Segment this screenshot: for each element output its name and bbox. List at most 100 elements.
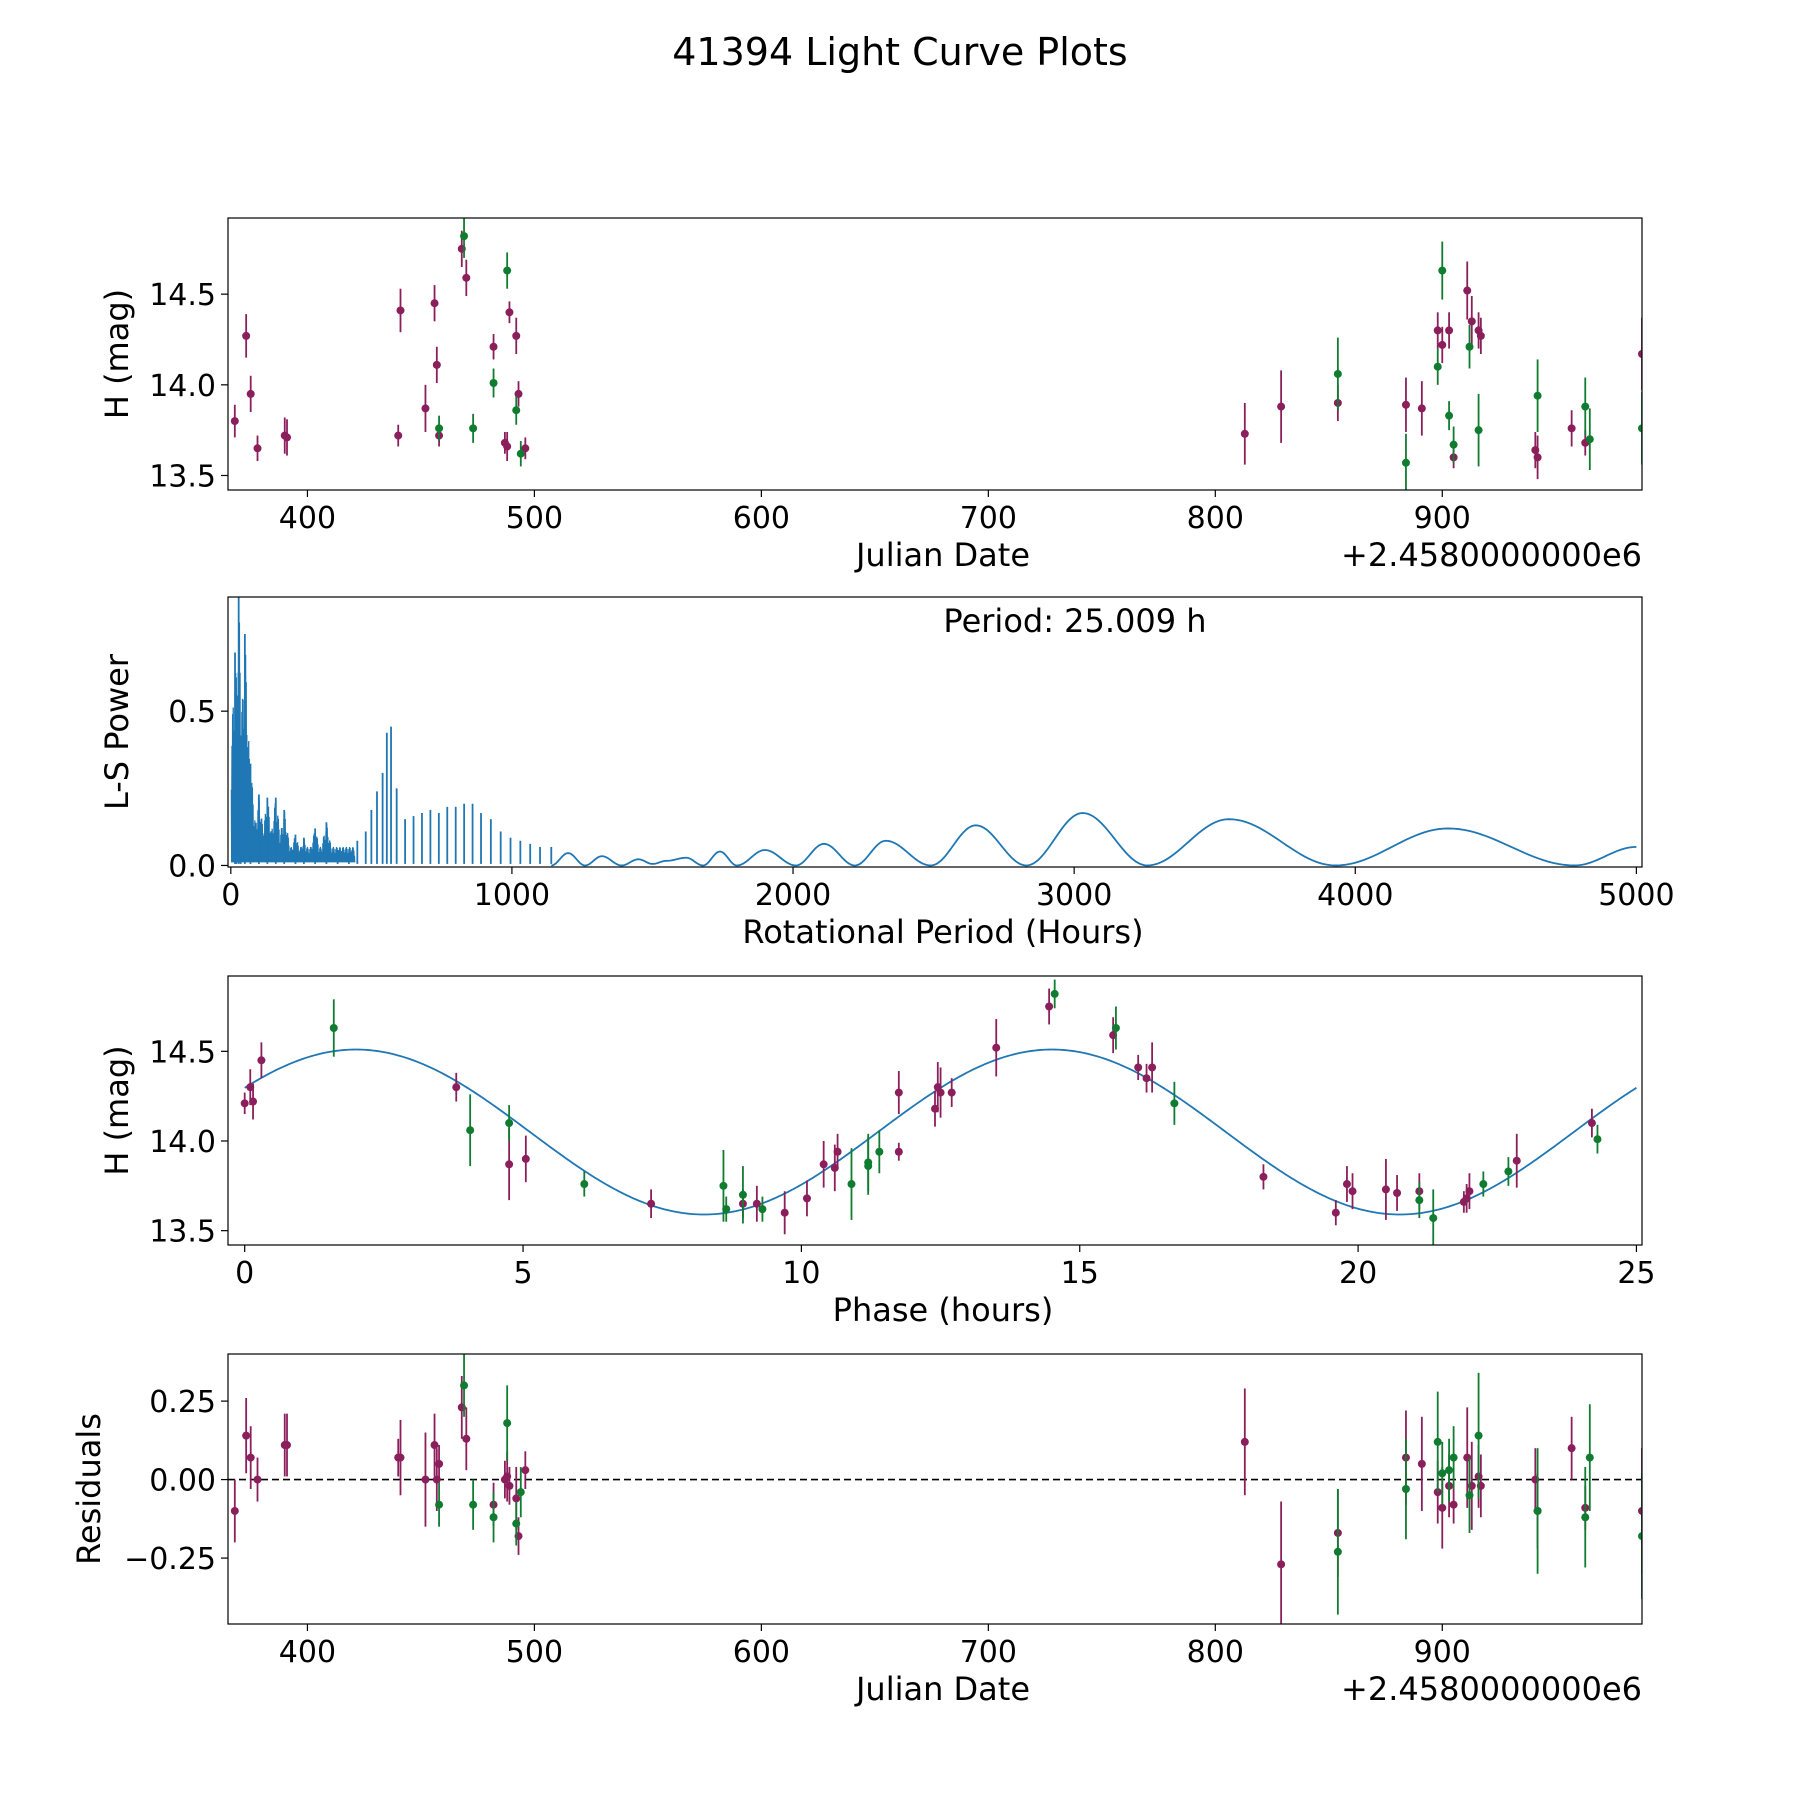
data-point	[1401, 400, 1410, 409]
data-point	[1638, 424, 1642, 433]
y-tick-label: 0.0	[168, 849, 216, 884]
data-point	[1401, 458, 1410, 467]
data-point	[242, 331, 251, 340]
x-tick-label: 700	[960, 1635, 1017, 1670]
data-point	[503, 266, 512, 275]
data-point	[1585, 435, 1594, 444]
x-offset-text: +2.4580000000e6	[1341, 1670, 1642, 1708]
y-tick-label: 13.5	[149, 459, 216, 494]
data-point	[462, 1434, 471, 1443]
data-point	[833, 1147, 842, 1156]
data-point	[758, 1205, 767, 1214]
data-point	[1465, 1491, 1474, 1500]
data-point	[1581, 402, 1590, 411]
x-tick-label: 400	[279, 1635, 336, 1670]
axes-frame	[227, 596, 1643, 868]
data-point	[992, 1043, 1001, 1052]
data-point	[505, 308, 514, 317]
x-tick-label: 0	[235, 1256, 254, 1291]
data-point	[469, 424, 478, 433]
data-point	[489, 342, 498, 351]
data-point	[1533, 453, 1542, 462]
figure-title: 41394 Light Curve Plots	[672, 30, 1127, 74]
data-point	[802, 1194, 811, 1203]
data-point	[521, 1466, 530, 1475]
data-point	[1240, 429, 1249, 438]
data-point	[719, 1181, 728, 1190]
data-point	[1445, 1466, 1454, 1475]
x-tick-label: 900	[1414, 1635, 1471, 1670]
y-tick-label: 0.5	[168, 695, 216, 730]
data-point	[246, 1453, 255, 1462]
data-point	[1638, 1532, 1642, 1541]
data-point	[1438, 340, 1447, 349]
x-tick-label: 15	[1061, 1256, 1099, 1291]
x-tick-label: 2000	[755, 878, 831, 913]
y-axis-label: Residuals	[70, 1413, 108, 1565]
data-point	[1449, 1500, 1458, 1509]
data-point	[1045, 1002, 1054, 1011]
data-point	[505, 1481, 514, 1490]
data-point	[469, 1500, 478, 1509]
data-point	[1512, 1156, 1521, 1165]
data-point	[819, 1160, 828, 1169]
data-point	[230, 1506, 239, 1515]
data-point	[1111, 1024, 1120, 1033]
data-point	[253, 444, 262, 453]
axes-frame	[227, 1353, 1643, 1625]
data-point	[512, 331, 521, 340]
data-point	[1445, 326, 1454, 335]
data-point	[1277, 402, 1286, 411]
data-point	[1433, 1437, 1442, 1446]
data-point	[1438, 266, 1447, 275]
data-point	[505, 1160, 514, 1169]
data-point	[489, 1513, 498, 1522]
plot-data	[228, 1354, 1642, 1624]
y-tick-label: −0.25	[124, 1542, 216, 1577]
axes-frame	[227, 975, 1643, 1246]
x-tick-label: 600	[733, 1635, 790, 1670]
data-point	[580, 1180, 589, 1189]
x-tick-label: 700	[960, 501, 1017, 536]
data-point	[1533, 391, 1542, 400]
data-point	[460, 1381, 469, 1390]
data-point	[752, 1199, 761, 1208]
x-tick-label: 5	[514, 1256, 533, 1291]
data-point	[489, 379, 498, 388]
y-tick-label: 14.0	[149, 1125, 216, 1160]
data-point	[1504, 1167, 1513, 1176]
residuals-panel: 400 500 600 700 800 900 −0.25 0.00 0.25 Julian Da…	[70, 1353, 1643, 1708]
data-point	[1417, 404, 1426, 413]
data-point	[1474, 426, 1483, 435]
x-axis-label: Phase (hours)	[833, 1291, 1054, 1329]
plot-data	[240, 979, 1637, 1245]
data-point	[230, 417, 239, 426]
data-point	[780, 1208, 789, 1217]
data-point	[1581, 1513, 1590, 1522]
data-point	[1476, 331, 1485, 340]
x-axis-label: Julian Date	[854, 1670, 1030, 1708]
y-tick-label: 14.0	[149, 369, 216, 404]
data-point	[452, 1083, 461, 1092]
x-tick-label: 500	[506, 501, 563, 536]
data-point	[503, 442, 512, 451]
x-tick-label: 600	[733, 501, 790, 536]
plot-data	[230, 597, 1637, 867]
data-point	[1587, 1119, 1596, 1128]
x-tick-label: 0	[221, 878, 240, 913]
y-tick-label: 14.5	[149, 1035, 216, 1070]
data-point	[512, 1494, 521, 1503]
y-axis-label: H (mag)	[98, 289, 136, 419]
data-point	[430, 1441, 439, 1450]
data-point	[1342, 1180, 1351, 1189]
data-point	[521, 1154, 530, 1163]
data-point	[505, 1119, 514, 1128]
data-point	[1474, 1431, 1483, 1440]
data-point	[430, 299, 439, 308]
data-point	[512, 406, 521, 415]
plot-data	[230, 218, 1642, 490]
data-point	[894, 1088, 903, 1097]
phased-light-curve-panel: 0 5 10 15 20 25 13.5 14.0 14.5 Phase (hours) H (ma…	[98, 975, 1656, 1329]
data-point	[1638, 350, 1642, 358]
